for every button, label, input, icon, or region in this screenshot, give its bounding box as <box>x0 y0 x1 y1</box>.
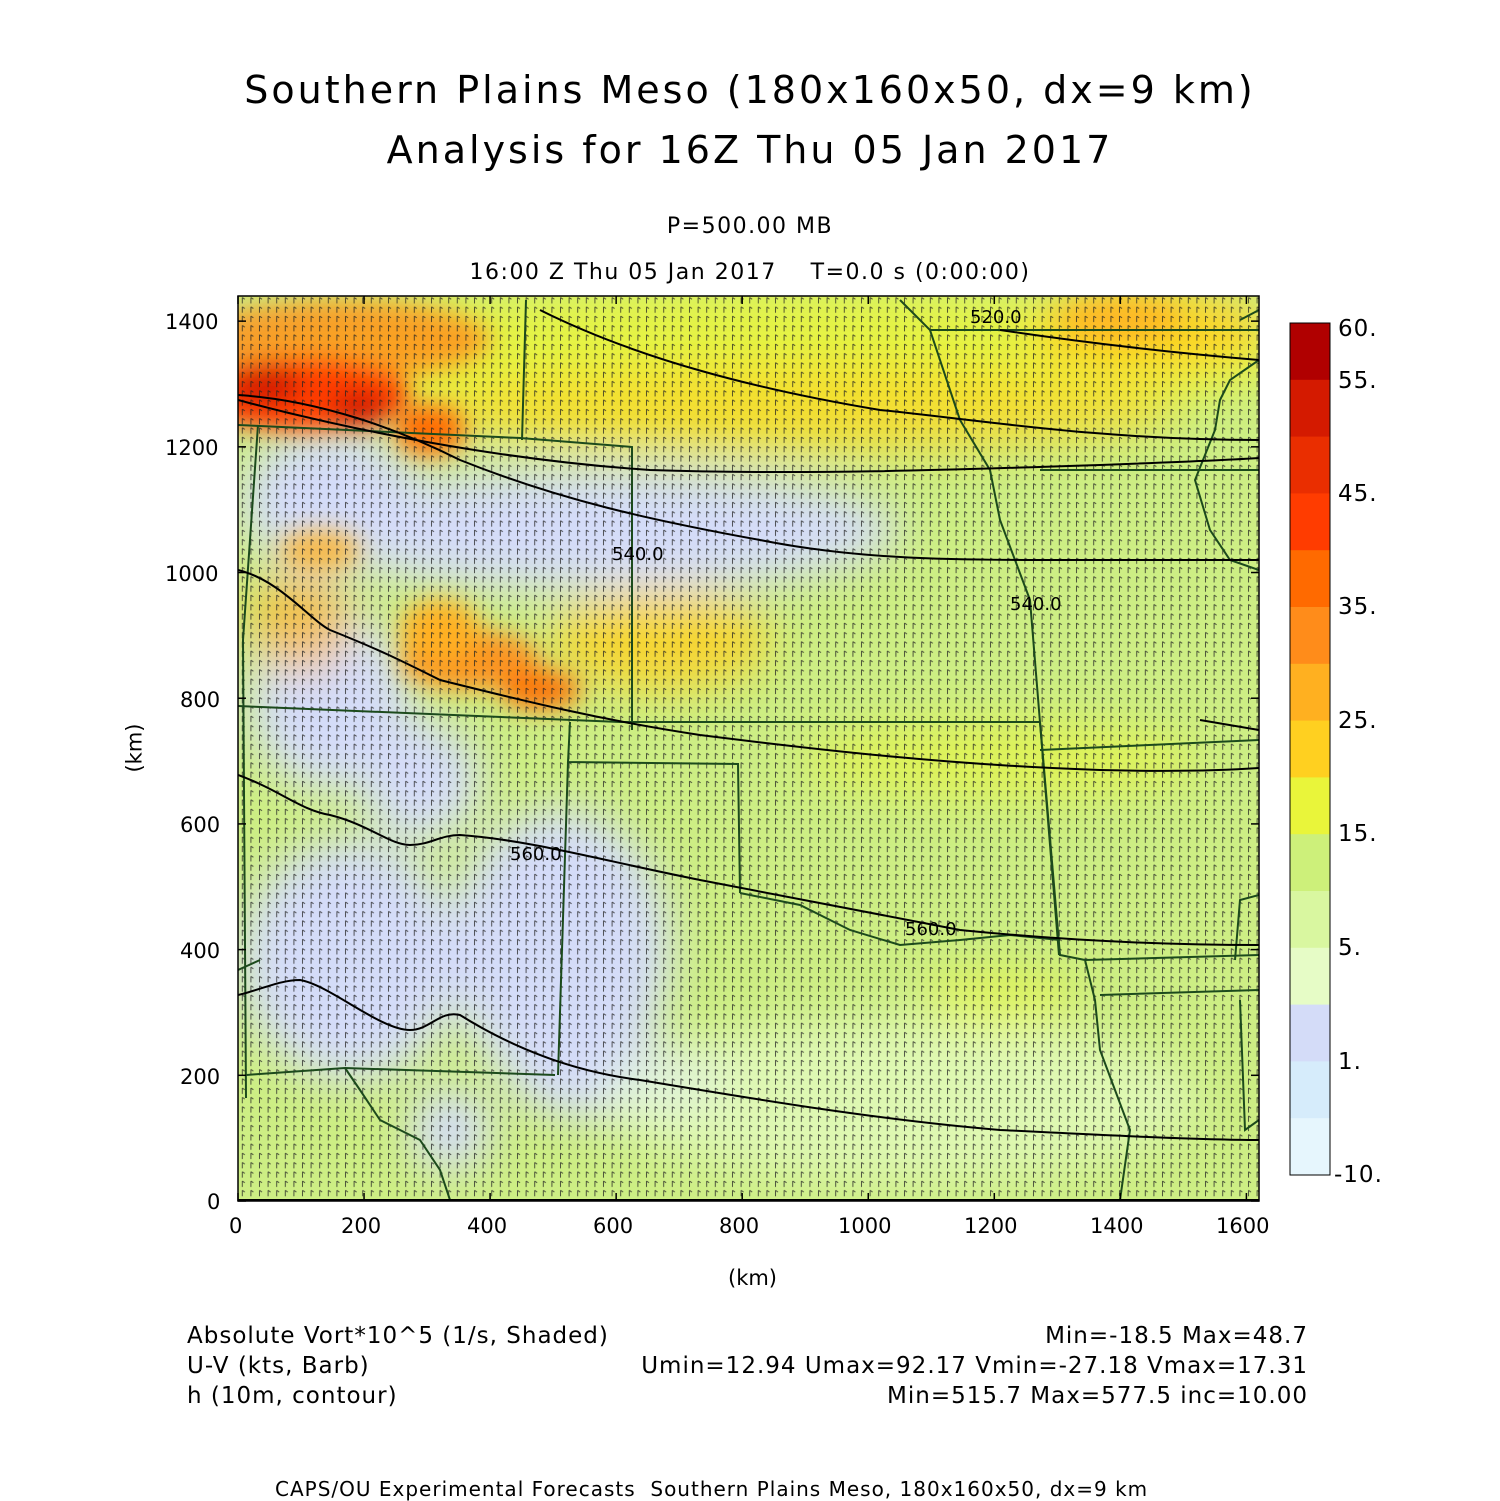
colorbar-swatch <box>1290 948 1330 1005</box>
x-axis-label: (km) <box>728 1266 777 1290</box>
x-tick-label: 1200 <box>964 1214 1017 1238</box>
x-tick-label: 0 <box>229 1214 242 1238</box>
field3-stats: Min=515.7 Max=577.5 inc=10.00 <box>887 1383 1308 1409</box>
y-tick-label: 600 <box>180 813 220 837</box>
colorbar-swatch <box>1290 721 1330 778</box>
field1-stats: Min=-18.5 Max=48.7 <box>1045 1323 1308 1349</box>
x-tick-label: 1000 <box>838 1214 891 1238</box>
colorbar-label: 5. <box>1338 935 1362 961</box>
contour-label: 520.0 <box>970 307 1022 328</box>
x-tick-label: 800 <box>719 1214 759 1238</box>
contour-label: 560.0 <box>905 919 957 940</box>
colorbar-swatch <box>1290 493 1330 550</box>
colorbar <box>1290 323 1330 1176</box>
contour-label: 540.0 <box>612 544 664 565</box>
footer-credit: CAPS/OU Experimental Forecasts Southern … <box>275 1477 1148 1501</box>
colorbar-swatch <box>1290 437 1330 494</box>
y-tick-label: 1000 <box>165 562 218 586</box>
colorbar-swatch <box>1290 607 1330 664</box>
y-tick-label: 800 <box>180 688 220 712</box>
x-tick-label: 600 <box>593 1214 633 1238</box>
x-tick-label: 1600 <box>1216 1214 1269 1238</box>
colorbar-label: 1. <box>1338 1049 1362 1075</box>
colorbar-label: -10. <box>1334 1162 1383 1188</box>
colorbar-label: 35. <box>1338 594 1378 620</box>
colorbar-swatch <box>1290 550 1330 607</box>
field3-name: h (10m, contour) <box>187 1383 398 1409</box>
y-axis-label: (km) <box>123 723 147 772</box>
colorbar-swatch <box>1290 380 1330 437</box>
contour-label: 560.0 <box>510 844 562 865</box>
colorbar-swatch <box>1290 1118 1330 1175</box>
y-tick-label: 1200 <box>165 436 218 460</box>
x-tick-label: 1400 <box>1090 1214 1143 1238</box>
colorbar-swatch <box>1290 323 1330 380</box>
colorbar-label: 60. <box>1338 316 1378 342</box>
colorbar-swatch <box>1290 664 1330 721</box>
field1-name: Absolute Vort*10^5 (1/s, Shaded) <box>187 1323 609 1349</box>
vorticity-shading: 520.0 540.0 540.0 560.0 560.0 <box>190 290 1280 1201</box>
y-tick-label: 400 <box>180 939 220 963</box>
colorbar-swatch <box>1290 1005 1330 1062</box>
x-tick-label: 200 <box>341 1214 381 1238</box>
colorbar-label: 15. <box>1338 821 1378 847</box>
colorbar-label: 45. <box>1338 481 1378 507</box>
colorbar-swatch <box>1290 891 1330 948</box>
colorbar-swatch <box>1290 1061 1330 1118</box>
colorbar-swatch <box>1290 834 1330 891</box>
y-tick-label: 200 <box>180 1065 220 1089</box>
colorbar-swatch <box>1290 777 1330 834</box>
x-tick-label: 400 <box>467 1214 507 1238</box>
y-tick-label: 0 <box>207 1190 220 1214</box>
field2-name: U-V (kts, Barb) <box>187 1353 370 1379</box>
field2-stats: Umin=12.94 Umax=92.17 Vmin=-27.18 Vmax=1… <box>641 1353 1308 1379</box>
colorbar-label: 25. <box>1338 708 1378 734</box>
colorbar-label: 55. <box>1338 368 1378 394</box>
y-tick-label: 1400 <box>165 310 218 334</box>
contour-label: 540.0 <box>1010 594 1062 615</box>
